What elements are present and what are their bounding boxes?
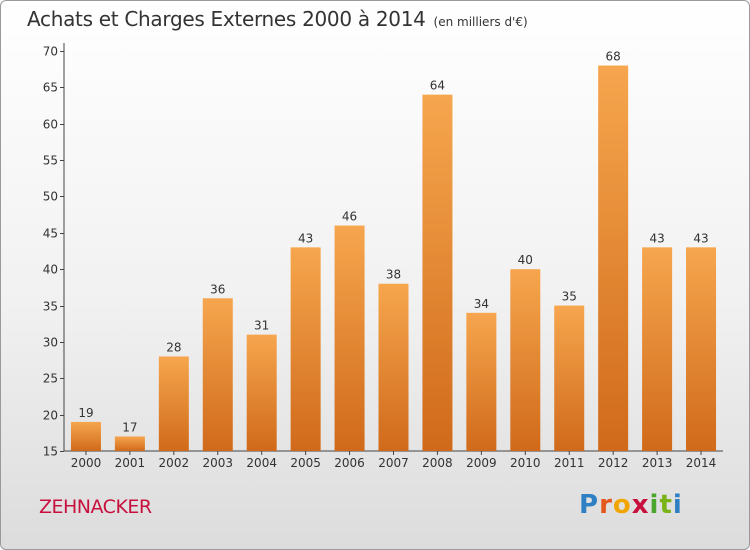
data-label: 17 bbox=[122, 420, 137, 434]
x-tick-label: 2009 bbox=[466, 456, 497, 470]
bar bbox=[70, 421, 101, 451]
logo-letter: t bbox=[659, 490, 673, 520]
bar bbox=[202, 298, 233, 451]
logo-letter: i bbox=[649, 490, 660, 520]
logo-letter: P bbox=[579, 490, 600, 520]
data-label: 46 bbox=[342, 210, 357, 224]
bar bbox=[510, 269, 541, 451]
bar bbox=[246, 334, 277, 451]
y-tick-label: 45 bbox=[43, 227, 58, 241]
bar bbox=[642, 247, 673, 451]
bar bbox=[378, 283, 409, 451]
y-tick-label: 25 bbox=[43, 372, 58, 386]
y-tick-label: 30 bbox=[43, 336, 58, 350]
bar bbox=[158, 356, 189, 451]
bar bbox=[554, 305, 585, 451]
data-label: 34 bbox=[474, 297, 489, 311]
data-label: 43 bbox=[649, 231, 664, 245]
bar bbox=[686, 247, 717, 451]
y-tick-label: 20 bbox=[43, 409, 58, 423]
data-label: 35 bbox=[562, 290, 577, 304]
y-tick-label: 65 bbox=[43, 81, 58, 95]
data-label: 64 bbox=[430, 79, 445, 93]
bar bbox=[466, 312, 497, 451]
data-label: 43 bbox=[693, 231, 708, 245]
logo-letter: o bbox=[612, 490, 632, 520]
y-tick-label: 70 bbox=[43, 45, 58, 59]
x-tick-label: 2002 bbox=[159, 456, 190, 470]
bar bbox=[598, 65, 629, 451]
x-tick-label: 2014 bbox=[686, 456, 717, 470]
bar bbox=[422, 94, 453, 452]
x-tick-label: 2007 bbox=[378, 456, 409, 470]
x-tick-label: 2006 bbox=[334, 456, 365, 470]
axes: 15 20 25 30 35 40 45 50 55 60 65 70 2000 2001 2002 2003… bbox=[43, 43, 723, 470]
data-label: 36 bbox=[210, 282, 225, 296]
x-tick-label: 2004 bbox=[246, 456, 277, 470]
data-label: 19 bbox=[78, 406, 93, 420]
data-label: 31 bbox=[254, 319, 269, 333]
x-tick-label: 2000 bbox=[71, 456, 102, 470]
logo-letter: x bbox=[631, 490, 650, 520]
x-tick-label: 2012 bbox=[598, 456, 629, 470]
x-tick-label: 2010 bbox=[510, 456, 541, 470]
proxiti-logo: Proxiti bbox=[579, 490, 683, 520]
x-tick-label: 2013 bbox=[642, 456, 673, 470]
bar bbox=[290, 247, 321, 451]
y-tick-label: 55 bbox=[43, 154, 58, 168]
chart-title: Achats et Charges Externes 2000 à 2014 (e… bbox=[27, 7, 528, 31]
data-label: 28 bbox=[166, 340, 181, 354]
logo-letter: i bbox=[672, 490, 683, 520]
y-tick-label: 60 bbox=[43, 118, 58, 132]
commune-name: ZEHNACKER bbox=[39, 496, 152, 518]
y-tick-label: 15 bbox=[43, 445, 58, 459]
data-label: 43 bbox=[298, 231, 313, 245]
bar bbox=[114, 436, 145, 451]
x-tick-label: 2008 bbox=[422, 456, 453, 470]
y-tick-label: 35 bbox=[43, 300, 58, 314]
y-tick-label: 50 bbox=[43, 190, 58, 204]
logo-letter: r bbox=[599, 490, 613, 520]
x-tick-label: 2001 bbox=[115, 456, 146, 470]
x-tick-label: 2003 bbox=[202, 456, 233, 470]
y-tick-label: 40 bbox=[43, 263, 58, 277]
data-label: 68 bbox=[606, 50, 621, 64]
data-label: 38 bbox=[386, 268, 401, 282]
bars: 19 17 28 36 31 43 46 38 64 34 40 35 68 43 43 bbox=[70, 50, 717, 452]
x-tick-label: 2011 bbox=[554, 456, 585, 470]
chart-subtitle: (en milliers d'€) bbox=[433, 15, 528, 29]
x-tick-label: 2005 bbox=[290, 456, 321, 470]
chart-title-text: Achats et Charges Externes 2000 à 2014 bbox=[27, 7, 426, 31]
bar bbox=[334, 225, 365, 451]
data-label: 40 bbox=[518, 253, 533, 267]
